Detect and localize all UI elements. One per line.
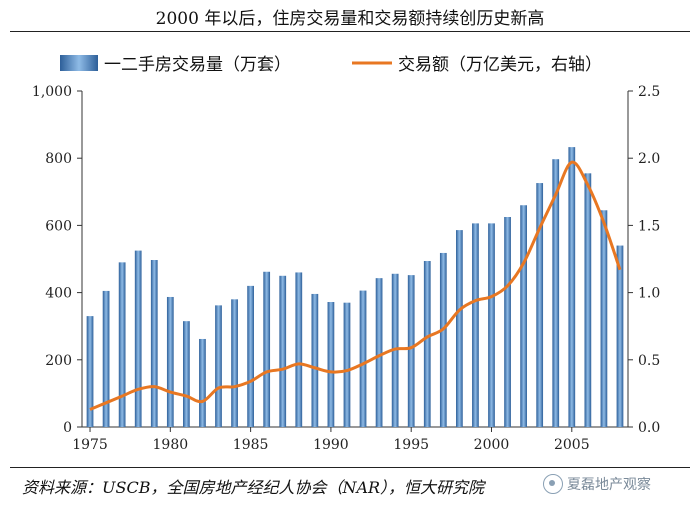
bar: [407, 275, 415, 427]
right-tick-label: 2.0: [638, 151, 660, 167]
x-tick-label: 2005: [554, 437, 590, 453]
x-tick-label: 1995: [393, 437, 429, 453]
bar: [584, 173, 592, 427]
bar: [86, 316, 94, 427]
chart-title: 2000 年以后，住房交易量和交易额持续创历史新高: [155, 9, 545, 29]
right-tick-label: 0.0: [638, 420, 660, 436]
left-tick-label: 600: [45, 218, 72, 234]
bar: [456, 230, 463, 427]
bar: [247, 285, 254, 427]
bar: [359, 290, 367, 427]
bar: [311, 293, 319, 427]
left-tick-label: 1,000: [32, 84, 72, 100]
bar: [439, 252, 447, 427]
left-tick-label: 200: [45, 353, 72, 369]
bar: [150, 260, 158, 427]
right-tick-label: 0.5: [638, 353, 660, 369]
legend-line-label: 交易额（万亿美元，右轴）: [398, 55, 602, 75]
right-tick-label: 2.5: [638, 84, 660, 100]
bar: [504, 217, 511, 427]
left-tick-label: 400: [45, 286, 72, 302]
bar: [231, 299, 238, 427]
bar: [423, 261, 431, 427]
bar: [520, 205, 527, 427]
bar: [199, 338, 206, 427]
bar: [183, 321, 190, 427]
watermark: 夏磊地产观察: [543, 474, 651, 494]
right-tick-label: 1.0: [638, 286, 660, 302]
bar: [472, 223, 479, 427]
wechat-icon: [543, 474, 563, 494]
bar: [552, 159, 560, 427]
bar: [134, 250, 142, 427]
legend-bar-swatch: [60, 55, 98, 71]
watermark-text: 夏磊地产观察: [567, 477, 651, 493]
bar: [102, 290, 110, 427]
bar: [616, 245, 624, 427]
bar: [327, 302, 335, 427]
bar: [600, 210, 608, 427]
x-tick-label: 1990: [313, 437, 349, 453]
x-tick-label: 1975: [72, 437, 108, 453]
bar: [295, 272, 303, 427]
bar: [118, 262, 126, 427]
source-note: 资料来源：USCB，全国房地产经纪人协会（NAR），恒大研究院: [22, 478, 485, 497]
bar: [375, 278, 383, 427]
bar: [215, 305, 222, 427]
trade-value-line: [89, 160, 622, 411]
title-divider: [10, 31, 690, 32]
bar: [166, 296, 174, 427]
left-tick-label: 800: [45, 151, 72, 167]
bar: [568, 147, 576, 427]
bar: [263, 271, 271, 427]
bar: [488, 223, 495, 427]
bar: [536, 183, 544, 427]
right-tick-label: 1.5: [638, 218, 660, 234]
x-tick-label: 1980: [153, 437, 189, 453]
bar: [343, 302, 351, 427]
footer-divider: [10, 467, 690, 468]
left-tick-label: 0: [63, 420, 72, 436]
legend-bar-label: 一二手房交易量（万套）: [104, 55, 291, 75]
x-tick-label: 2000: [474, 437, 510, 453]
bar: [279, 275, 287, 427]
x-tick-label: 1985: [233, 437, 269, 453]
